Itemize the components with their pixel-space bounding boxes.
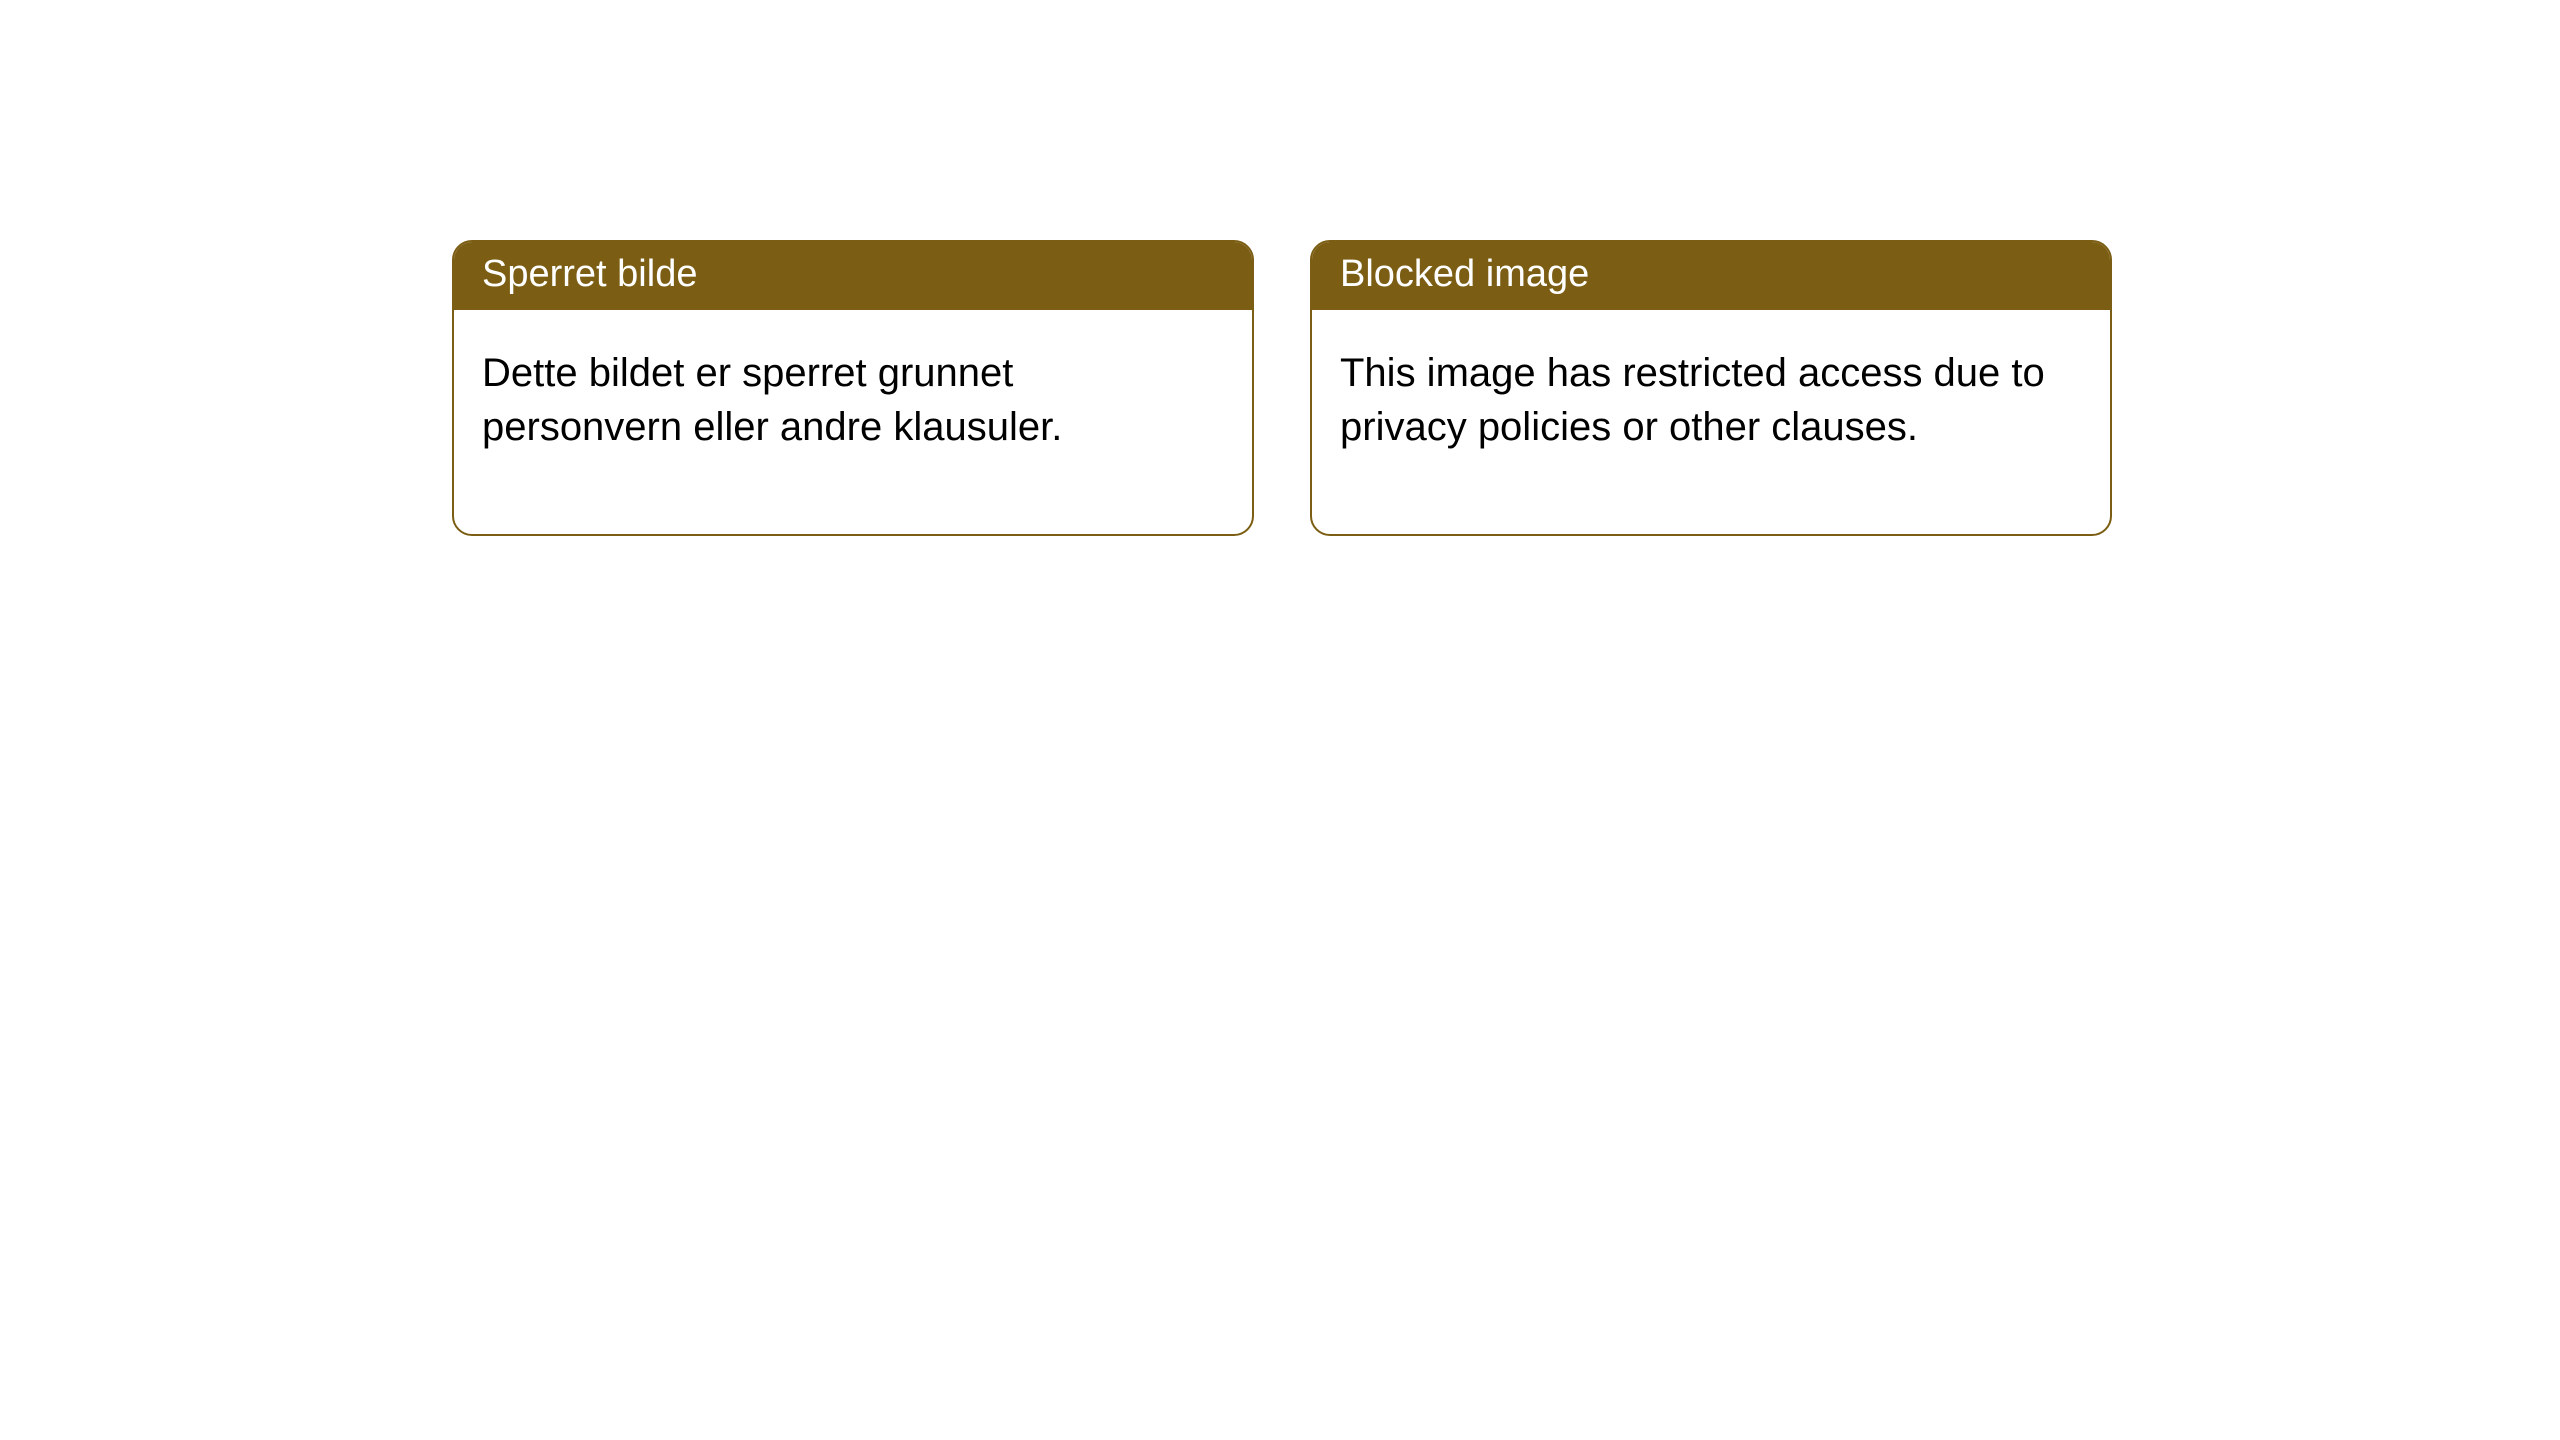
notice-box-norwegian: Sperret bilde Dette bildet er sperret gr… <box>452 240 1254 536</box>
notice-body-norwegian: Dette bildet er sperret grunnet personve… <box>454 310 1252 534</box>
notice-title-norwegian: Sperret bilde <box>454 242 1252 310</box>
notice-body-english: This image has restricted access due to … <box>1312 310 2110 534</box>
notice-box-english: Blocked image This image has restricted … <box>1310 240 2112 536</box>
notice-title-english: Blocked image <box>1312 242 2110 310</box>
notice-container: Sperret bilde Dette bildet er sperret gr… <box>0 0 2560 536</box>
